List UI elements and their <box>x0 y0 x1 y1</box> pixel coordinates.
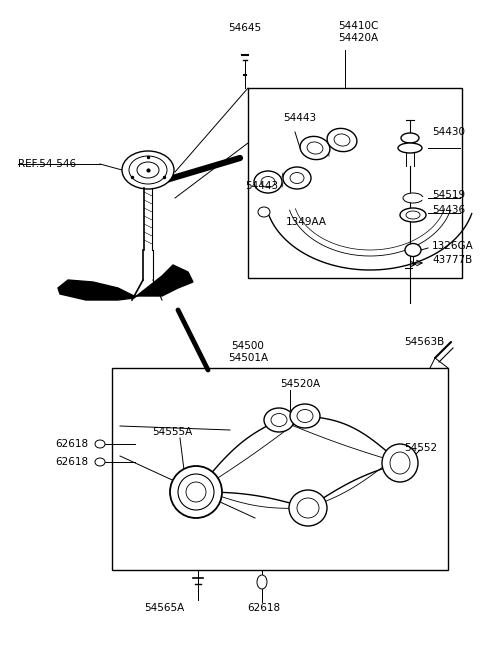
Ellipse shape <box>403 193 423 203</box>
Ellipse shape <box>290 404 320 428</box>
Ellipse shape <box>334 134 350 146</box>
Text: 54519: 54519 <box>432 190 465 200</box>
Ellipse shape <box>297 409 313 422</box>
Text: 54420A: 54420A <box>338 33 378 43</box>
Ellipse shape <box>170 466 222 518</box>
Ellipse shape <box>401 133 419 143</box>
Ellipse shape <box>307 142 323 154</box>
Ellipse shape <box>258 207 270 217</box>
Text: 54645: 54645 <box>228 23 262 33</box>
Text: 54501A: 54501A <box>228 353 268 363</box>
Ellipse shape <box>405 243 421 256</box>
Text: 1349AA: 1349AA <box>286 217 327 227</box>
Text: 54520A: 54520A <box>280 379 320 389</box>
Bar <box>112 368 448 570</box>
Text: 54430: 54430 <box>432 127 465 137</box>
Ellipse shape <box>95 440 105 448</box>
Text: 62618: 62618 <box>55 457 88 467</box>
Ellipse shape <box>122 151 174 189</box>
Ellipse shape <box>264 408 294 432</box>
Ellipse shape <box>390 452 410 474</box>
Bar <box>248 88 462 278</box>
Ellipse shape <box>400 208 426 222</box>
Text: 43777B: 43777B <box>432 255 472 265</box>
Text: 54443: 54443 <box>245 181 278 191</box>
Ellipse shape <box>289 490 327 526</box>
Ellipse shape <box>257 575 267 589</box>
Ellipse shape <box>95 458 105 466</box>
Ellipse shape <box>271 413 287 426</box>
Text: 62618: 62618 <box>55 439 88 449</box>
Ellipse shape <box>283 167 311 189</box>
Text: 1326GA: 1326GA <box>432 241 474 251</box>
Ellipse shape <box>406 211 420 219</box>
Text: 54500: 54500 <box>231 341 264 351</box>
Ellipse shape <box>137 162 159 178</box>
Ellipse shape <box>290 173 304 184</box>
Text: 54555A: 54555A <box>152 427 192 437</box>
Text: 54563B: 54563B <box>404 337 444 347</box>
Ellipse shape <box>382 444 418 482</box>
Ellipse shape <box>261 176 275 188</box>
Ellipse shape <box>297 498 319 518</box>
Polygon shape <box>58 265 193 300</box>
Ellipse shape <box>300 136 330 159</box>
Text: 54436: 54436 <box>432 205 465 215</box>
Text: 54443: 54443 <box>283 113 317 123</box>
Ellipse shape <box>327 129 357 152</box>
Ellipse shape <box>186 482 206 502</box>
Ellipse shape <box>129 156 167 184</box>
Text: 62618: 62618 <box>247 603 281 613</box>
Text: 54410C: 54410C <box>338 21 378 31</box>
Text: 54552: 54552 <box>404 443 437 453</box>
Ellipse shape <box>254 171 282 193</box>
Text: 54565A: 54565A <box>144 603 184 613</box>
Ellipse shape <box>178 474 214 510</box>
Ellipse shape <box>398 143 422 153</box>
Text: REF.54-546: REF.54-546 <box>18 159 76 169</box>
